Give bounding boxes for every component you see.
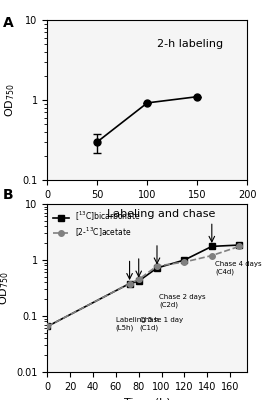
Y-axis label: OD$_{750}$: OD$_{750}$ bbox=[3, 83, 17, 117]
[${^{13}}$C]bicarbonate bbox=[46, 324, 49, 329]
[${^{13}}$C]bicarbonate bbox=[210, 244, 213, 249]
Text: Chase 4 days
(C4d): Chase 4 days (C4d) bbox=[215, 261, 262, 274]
Legend: [${^{13}}$C]bicarbonate, [2-${^{13}}$C]acetate: [${^{13}}$C]bicarbonate, [2-${^{13}}$C]a… bbox=[51, 208, 143, 241]
Text: Labeling and chase: Labeling and chase bbox=[107, 209, 216, 219]
Y-axis label: OD$_{750}$: OD$_{750}$ bbox=[0, 271, 11, 305]
Text: Labeling 5 h
(L5h): Labeling 5 h (L5h) bbox=[116, 317, 159, 330]
[2-${^{13}}$C]acetate bbox=[46, 324, 49, 329]
Text: 2-h labeling: 2-h labeling bbox=[157, 39, 223, 49]
[2-${^{13}}$C]acetate bbox=[137, 277, 140, 282]
Text: A: A bbox=[3, 16, 13, 30]
[2-${^{13}}$C]acetate bbox=[183, 260, 186, 264]
Text: Chase 2 days
(C2d): Chase 2 days (C2d) bbox=[159, 294, 206, 308]
[2-${^{13}}$C]acetate bbox=[238, 244, 241, 249]
Line: [${^{13}}$C]bicarbonate: [${^{13}}$C]bicarbonate bbox=[44, 242, 242, 329]
[2-${^{13}}$C]acetate bbox=[210, 253, 213, 258]
[2-${^{13}}$C]acetate bbox=[155, 264, 159, 268]
[2-${^{13}}$C]acetate bbox=[128, 281, 131, 286]
Text: Chase 1 day
(C1d): Chase 1 day (C1d) bbox=[140, 317, 183, 330]
X-axis label: Time (h): Time (h) bbox=[124, 397, 171, 400]
X-axis label: Time (h): Time (h) bbox=[124, 205, 171, 215]
[${^{13}}$C]bicarbonate bbox=[155, 266, 159, 270]
Line: [2-${^{13}}$C]acetate: [2-${^{13}}$C]acetate bbox=[44, 244, 242, 329]
[${^{13}}$C]bicarbonate bbox=[183, 258, 186, 262]
[${^{13}}$C]bicarbonate bbox=[137, 279, 140, 284]
[${^{13}}$C]bicarbonate bbox=[238, 243, 241, 248]
[${^{13}}$C]bicarbonate bbox=[128, 281, 131, 286]
Text: B: B bbox=[3, 188, 13, 202]
